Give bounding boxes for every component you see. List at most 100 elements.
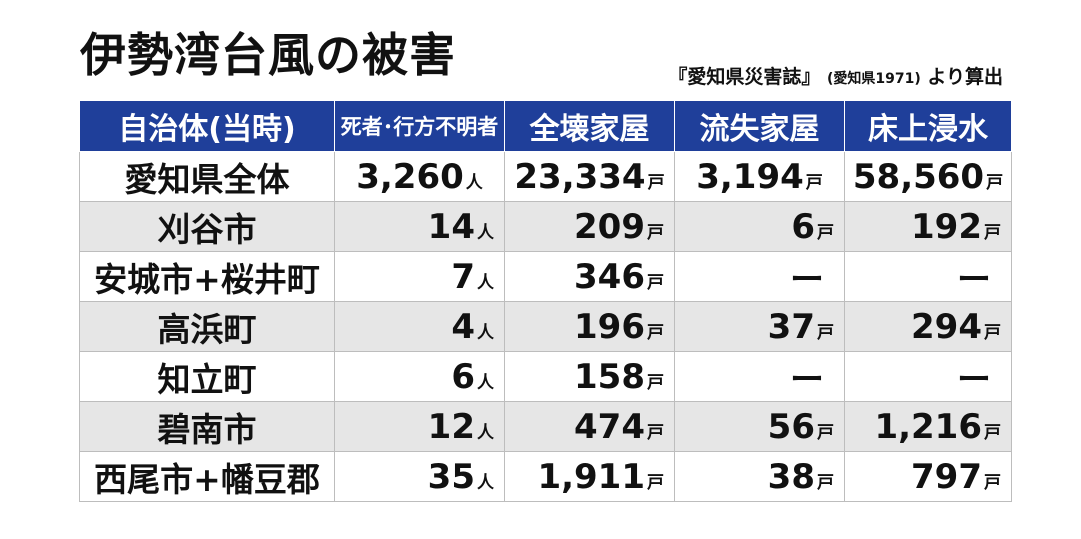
- destroyed-value: 23,334: [514, 156, 646, 197]
- municipality-name: 愛知県全体: [79, 151, 335, 202]
- deaths-unit: 人: [477, 472, 494, 493]
- washed-cell: 38 戸: [674, 451, 845, 502]
- flooded-unit: 戸: [984, 422, 1001, 443]
- destroyed-unit: 戸: [647, 322, 664, 343]
- destroyed-value: 346: [574, 256, 645, 297]
- washed-cell: ー: [674, 251, 845, 302]
- deaths-value: 7: [451, 256, 475, 297]
- deaths-value: 12: [427, 406, 475, 447]
- flooded-value: 192: [911, 206, 982, 247]
- washed-unit: 戸: [817, 222, 834, 243]
- washed-unit: 戸: [805, 172, 823, 193]
- destroyed-cell: 23,334 戸: [504, 151, 675, 202]
- deaths-value: 6: [451, 356, 475, 397]
- municipality-name: 碧南市: [79, 401, 335, 452]
- deaths-unit: 人: [477, 372, 494, 393]
- flooded-value: 58,560: [852, 156, 985, 197]
- destroyed-cell: 158 戸: [504, 351, 675, 402]
- table-row: 刈谷市 14 人 209 戸 6 戸 192 戸: [79, 201, 1012, 252]
- washed-value: 37: [767, 306, 815, 347]
- flooded-value: 797: [911, 456, 982, 497]
- washed-cell: 3,194 戸: [674, 151, 845, 202]
- washed-value: 56: [767, 406, 815, 447]
- washed-value: ー: [790, 260, 824, 300]
- washed-cell: 37 戸: [674, 301, 845, 352]
- header-municipality: 自治体(当時): [79, 100, 335, 152]
- washed-cell: ー: [674, 351, 845, 402]
- destroyed-unit: 戸: [647, 172, 665, 193]
- table-row: 西尾市+幡豆郡 35 人 1,911 戸 38 戸 797 戸: [79, 451, 1012, 502]
- destroyed-value: 209: [574, 206, 645, 247]
- table-header-row: 自治体(当時) 死者･行方不明者 全壊家屋 流失家屋 床上浸水: [79, 100, 1012, 152]
- flooded-unit: 戸: [984, 222, 1001, 243]
- table-row: 知立町 6 人 158 戸ーー: [79, 351, 1012, 402]
- table-row: 愛知県全体 3,260 人 23,334 戸 3,194 戸 58,560 戸: [79, 151, 1012, 202]
- damage-table: 自治体(当時) 死者･行方不明者 全壊家屋 流失家屋 床上浸水 愛知県全体 3,2…: [79, 100, 1012, 502]
- table-row: 安城市+桜井町 7 人 346 戸ーー: [79, 251, 1012, 302]
- destroyed-cell: 209 戸: [504, 201, 675, 252]
- deaths-unit: 人: [477, 222, 494, 243]
- flooded-cell: 1,216 戸: [844, 401, 1012, 452]
- flooded-value: 1,216: [874, 406, 982, 447]
- deaths-value: 3,260: [356, 156, 464, 197]
- flooded-cell: 797 戸: [844, 451, 1012, 502]
- deaths-unit: 人: [465, 172, 483, 193]
- deaths-value: 35: [427, 456, 475, 497]
- flooded-unit: 戸: [984, 472, 1001, 493]
- destroyed-value: 1,911: [537, 456, 645, 497]
- municipality-name: 安城市+桜井町: [79, 251, 335, 302]
- flooded-value: 294: [911, 306, 982, 347]
- source-suffix: より算出: [927, 66, 1003, 88]
- deaths-value: 14: [427, 206, 475, 247]
- flooded-unit: 戸: [986, 172, 1004, 193]
- page-title: 伊勢湾台風の被害: [80, 28, 456, 82]
- deaths-value: 4: [451, 306, 475, 347]
- flooded-cell: 294 戸: [844, 301, 1012, 352]
- deaths-cell: 14 人: [334, 201, 505, 252]
- destroyed-cell: 474 戸: [504, 401, 675, 452]
- destroyed-unit: 戸: [647, 372, 664, 393]
- table-row: 高浜町 4 人 196 戸 37 戸 294 戸: [79, 301, 1012, 352]
- flooded-value: ー: [957, 260, 991, 300]
- deaths-unit: 人: [477, 322, 494, 343]
- flooded-value: ー: [957, 360, 991, 400]
- washed-value: 3,194: [696, 156, 804, 197]
- header-washed-away-houses: 流失家屋: [674, 100, 845, 152]
- washed-value: 38: [767, 456, 815, 497]
- washed-unit: 戸: [817, 422, 834, 443]
- destroyed-cell: 196 戸: [504, 301, 675, 352]
- table-row: 碧南市 12 人 474 戸 56 戸 1,216 戸: [79, 401, 1012, 452]
- header-flooded-above-floor: 床上浸水: [844, 100, 1012, 152]
- municipality-name: 高浜町: [79, 301, 335, 352]
- destroyed-value: 474: [574, 406, 645, 447]
- destroyed-cell: 346 戸: [504, 251, 675, 302]
- municipality-name: 刈谷市: [79, 201, 335, 252]
- washed-unit: 戸: [817, 472, 834, 493]
- destroyed-unit: 戸: [647, 222, 664, 243]
- washed-value: ー: [790, 360, 824, 400]
- flooded-cell: 192 戸: [844, 201, 1012, 252]
- header-destroyed-houses: 全壊家屋: [504, 100, 675, 152]
- washed-cell: 56 戸: [674, 401, 845, 452]
- destroyed-unit: 戸: [647, 272, 664, 293]
- destroyed-unit: 戸: [647, 422, 664, 443]
- deaths-cell: 12 人: [334, 401, 505, 452]
- flooded-cell: 58,560 戸: [844, 151, 1012, 202]
- destroyed-value: 196: [574, 306, 645, 347]
- deaths-cell: 35 人: [334, 451, 505, 502]
- municipality-name: 知立町: [79, 351, 335, 402]
- flooded-cell: ー: [844, 351, 1012, 402]
- source-citation: 『愛知県災害誌』 (愛知県1971) より算出: [668, 62, 1003, 89]
- washed-unit: 戸: [817, 322, 834, 343]
- flooded-unit: 戸: [984, 322, 1001, 343]
- header-deaths-missing: 死者･行方不明者: [334, 100, 505, 152]
- destroyed-unit: 戸: [647, 472, 664, 493]
- destroyed-value: 158: [574, 356, 645, 397]
- deaths-cell: 3,260 人: [334, 151, 505, 202]
- deaths-unit: 人: [477, 422, 494, 443]
- destroyed-cell: 1,911 戸: [504, 451, 675, 502]
